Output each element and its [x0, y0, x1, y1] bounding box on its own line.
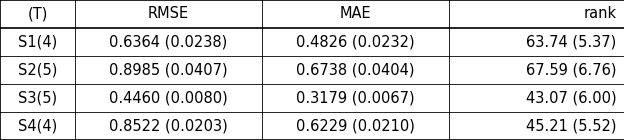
- Text: 0.4826 (0.0232): 0.4826 (0.0232): [296, 34, 415, 50]
- Text: 67.59 (6.76): 67.59 (6.76): [526, 62, 617, 78]
- Text: MAE: MAE: [340, 6, 371, 22]
- Text: 0.6738 (0.0404): 0.6738 (0.0404): [296, 62, 415, 78]
- Text: 0.6229 (0.0210): 0.6229 (0.0210): [296, 118, 415, 134]
- Text: 63.74 (5.37): 63.74 (5.37): [526, 34, 617, 50]
- Text: S4(4): S4(4): [18, 118, 57, 134]
- Text: 43.07 (6.00): 43.07 (6.00): [526, 90, 617, 106]
- Text: 0.8522 (0.0203): 0.8522 (0.0203): [109, 118, 228, 134]
- Text: RMSE: RMSE: [148, 6, 189, 22]
- Text: 0.3179 (0.0067): 0.3179 (0.0067): [296, 90, 415, 106]
- Text: S1(4): S1(4): [18, 34, 57, 50]
- Text: 0.6364 (0.0238): 0.6364 (0.0238): [109, 34, 228, 50]
- Text: 0.4460 (0.0080): 0.4460 (0.0080): [109, 90, 228, 106]
- Text: 45.21 (5.52): 45.21 (5.52): [526, 118, 617, 134]
- Text: rank: rank: [583, 6, 617, 22]
- Text: 0.8985 (0.0407): 0.8985 (0.0407): [109, 62, 228, 78]
- Text: (T): (T): [27, 6, 47, 22]
- Text: S2(5): S2(5): [17, 62, 57, 78]
- Text: S3(5): S3(5): [18, 90, 57, 106]
